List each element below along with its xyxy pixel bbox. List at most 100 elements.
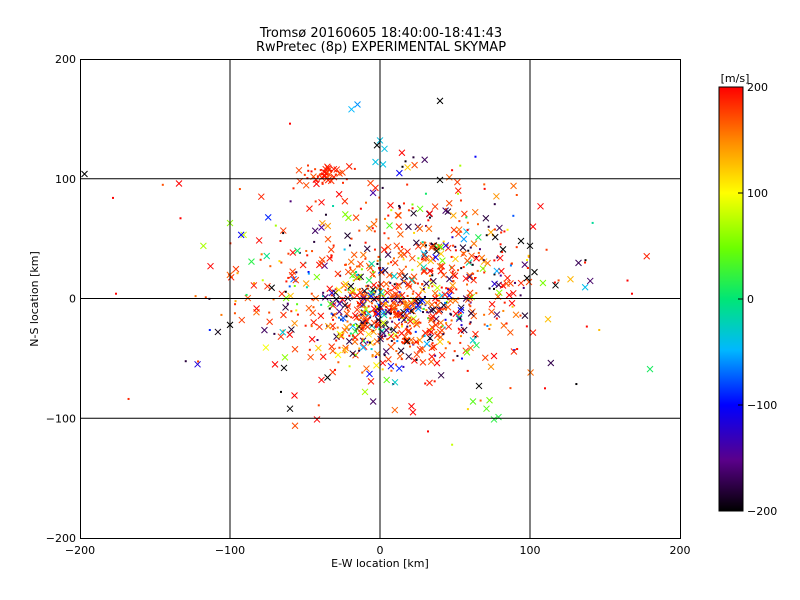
point-dot xyxy=(471,263,474,266)
point-dot xyxy=(387,262,390,265)
point-cross xyxy=(384,251,392,259)
point-dot xyxy=(483,323,486,326)
point-cross xyxy=(307,353,314,361)
point-dot xyxy=(233,312,236,315)
point-dot xyxy=(466,408,469,411)
point-cross xyxy=(286,405,294,413)
colorbar-ticks: −200 −100 0 100 200 xyxy=(738,81,777,518)
point-dot xyxy=(444,208,447,211)
point-dot xyxy=(398,206,401,209)
point-cross xyxy=(471,208,479,216)
point-cross xyxy=(429,306,437,314)
point-cross xyxy=(448,264,456,272)
point-cross xyxy=(484,259,491,267)
point-cross xyxy=(373,362,380,369)
point-cross xyxy=(405,353,413,360)
point-cross xyxy=(472,330,479,338)
x-tick-label: 200 xyxy=(670,544,691,557)
point-cross xyxy=(398,268,406,275)
point-dot xyxy=(459,199,462,202)
point-dot xyxy=(437,237,440,240)
point-cross xyxy=(416,298,424,305)
point-cross xyxy=(404,248,411,255)
point-dot xyxy=(392,311,395,314)
point-cross xyxy=(403,312,411,319)
point-dot xyxy=(422,257,425,260)
point-dot xyxy=(427,430,429,433)
point-dot xyxy=(428,274,431,277)
point-cross xyxy=(377,335,384,343)
point-dot xyxy=(381,368,384,371)
point-dot xyxy=(343,351,346,354)
colorbar-tick-label: 200 xyxy=(747,81,768,94)
point-cross xyxy=(426,267,434,275)
point-dot xyxy=(362,340,365,343)
point-cross xyxy=(351,334,359,341)
point-cross xyxy=(398,329,406,337)
point-dot xyxy=(378,304,381,307)
point-dot xyxy=(287,252,290,255)
point-cross xyxy=(547,359,555,367)
point-dot xyxy=(398,204,401,207)
point-dot xyxy=(442,240,445,243)
point-dot xyxy=(307,270,310,273)
point-cross xyxy=(450,212,457,219)
point-dot xyxy=(330,294,333,297)
point-cross xyxy=(460,235,468,243)
point-cross xyxy=(447,287,455,295)
point-dot xyxy=(368,310,371,313)
point-dot xyxy=(510,262,513,265)
point-cross xyxy=(432,321,440,329)
point-dot xyxy=(371,355,374,358)
point-cross xyxy=(330,165,338,173)
point-dot xyxy=(459,317,462,320)
point-dot xyxy=(438,307,441,310)
point-cross xyxy=(510,182,517,190)
point-dot xyxy=(426,311,429,314)
point-dot xyxy=(346,309,349,312)
point-dot xyxy=(349,266,352,269)
point-dot xyxy=(342,181,345,184)
point-dot xyxy=(356,274,359,277)
point-cross xyxy=(463,349,471,356)
point-cross xyxy=(386,222,393,229)
point-cross xyxy=(407,336,415,344)
point-cross xyxy=(436,176,444,184)
point-cross xyxy=(422,254,430,262)
point-dot xyxy=(407,319,410,322)
point-cross xyxy=(248,258,255,266)
point-dot xyxy=(295,271,298,274)
point-cross xyxy=(451,272,459,280)
point-cross xyxy=(232,265,240,273)
point-cross xyxy=(517,237,525,245)
point-cross xyxy=(479,265,487,273)
point-cross xyxy=(391,259,399,267)
point-dot xyxy=(476,269,479,272)
point-dot xyxy=(526,259,529,262)
point-dot xyxy=(444,318,447,321)
point-dot xyxy=(376,318,379,321)
point-cross xyxy=(461,210,468,218)
point-cross xyxy=(341,346,349,354)
point-cross xyxy=(369,189,377,197)
point-cross xyxy=(351,312,359,319)
point-cross xyxy=(437,267,445,275)
point-cross xyxy=(326,285,334,293)
x-tick-label: 0 xyxy=(377,544,384,557)
point-cross xyxy=(449,282,457,289)
point-cross xyxy=(440,271,448,279)
point-cross xyxy=(238,316,246,324)
point-dot xyxy=(396,283,399,286)
point-cross xyxy=(499,282,507,289)
point-cross xyxy=(510,348,518,355)
point-cross xyxy=(395,223,403,230)
point-cross xyxy=(395,212,402,219)
point-cross xyxy=(370,328,377,336)
point-dot xyxy=(444,301,447,304)
point-dot xyxy=(208,328,211,331)
point-cross xyxy=(345,163,353,170)
point-dot xyxy=(330,254,333,257)
point-cross xyxy=(264,214,272,221)
point-cross xyxy=(445,323,452,331)
point-cross xyxy=(365,276,373,284)
